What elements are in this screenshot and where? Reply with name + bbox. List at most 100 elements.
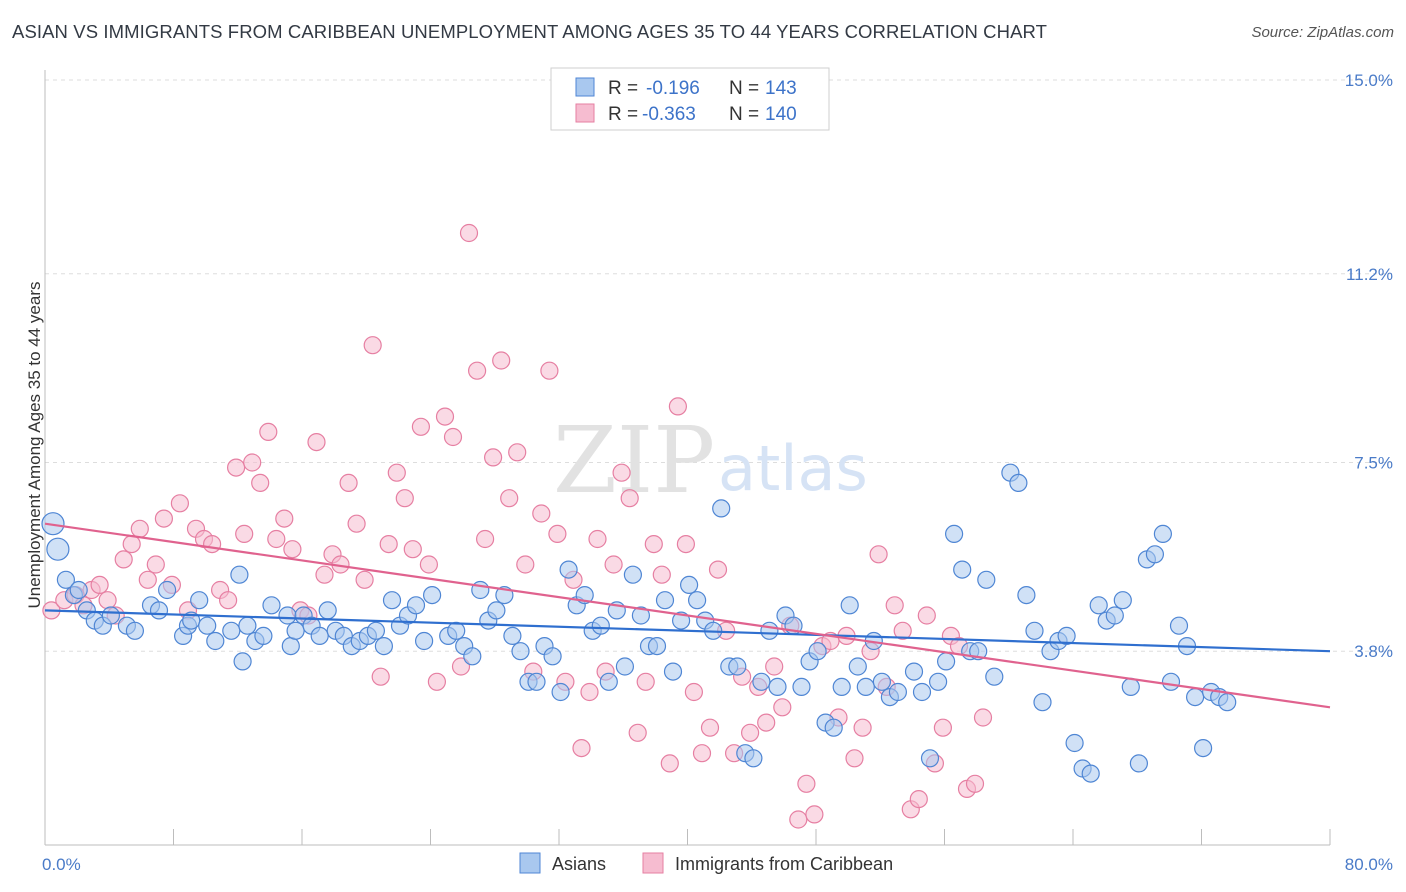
asians-point-138 (1185, 687, 1205, 707)
caribbean-point-58 (516, 555, 535, 574)
chart-title: ASIAN VS IMMIGRANTS FROM CARIBBEAN UNEMP… (12, 21, 1048, 42)
axes (44, 70, 1331, 846)
asians-point-62 (559, 560, 578, 579)
asians-point-25 (254, 626, 273, 646)
caribbean-point-38 (355, 570, 374, 589)
asians-point-81 (712, 499, 731, 518)
asians-point-17 (190, 591, 209, 610)
asians-point-26 (262, 596, 281, 615)
caribbean-point-6 (98, 591, 117, 610)
asians-point-103 (888, 682, 908, 702)
caribbean-point-41 (379, 534, 398, 554)
asians-point-125 (1081, 764, 1100, 783)
caribbean-point-77 (668, 397, 688, 416)
caribbean-point-72 (628, 723, 647, 742)
asians-point-126 (1089, 596, 1108, 615)
legend-n-value-caribbean: 140 (765, 104, 797, 125)
caribbean-point-67 (588, 529, 607, 549)
asians-point-131 (1129, 754, 1149, 773)
caribbean-point-107 (909, 789, 928, 809)
asians-point-93 (808, 642, 827, 661)
caribbean-point-37 (347, 514, 366, 533)
caribbean-point-69 (604, 555, 623, 574)
asians-point-133 (1145, 545, 1165, 564)
caribbean-point-28 (275, 509, 294, 528)
y-tick-label-3: 15.0% (1345, 71, 1393, 90)
caribbean-point-53 (476, 529, 495, 549)
caribbean-point-56 (500, 489, 519, 508)
caribbean-point-82 (708, 560, 728, 579)
asians-point-99 (856, 677, 875, 697)
asians-point-110 (953, 560, 972, 579)
caribbean-point-23 (235, 524, 254, 544)
bottom-legend-swatch-caribbean (642, 852, 664, 874)
y-axis-label: Unemployment Among Ages 35 to 44 years (25, 282, 44, 609)
asians-point-73 (647, 636, 667, 656)
caribbean-point-115 (973, 708, 993, 727)
asians-point-12 (149, 601, 169, 620)
caribbean-point-5 (90, 575, 109, 595)
asians-point-75 (663, 662, 683, 681)
asians-point-0 (41, 512, 65, 536)
asians-point-86 (752, 672, 771, 691)
caribbean-point-110 (933, 718, 953, 737)
caribbean-point-21 (219, 591, 238, 610)
asians-point-87 (760, 621, 779, 640)
series-asians-points (41, 463, 1237, 783)
legend-r-label-caribbean: R = (608, 104, 638, 125)
caribbean-point-80 (692, 744, 712, 763)
x-tick-labels: 0.0% 80.0% (42, 855, 1393, 874)
caribbean-point-102 (869, 545, 888, 564)
asians-point-61 (551, 682, 570, 702)
asians-point-13 (158, 580, 177, 600)
asians-point-27 (278, 606, 297, 625)
y-tick-label-1: 7.5% (1354, 454, 1393, 473)
bottom-legend: Asians Immigrants from Caribbean (519, 852, 893, 874)
caribbean-point-46 (419, 555, 438, 574)
asians-point-74 (655, 591, 675, 610)
caribbean-point-47 (427, 672, 446, 691)
asians-point-123 (1065, 733, 1084, 753)
caribbean-point-86 (740, 723, 760, 742)
asians-point-22 (233, 652, 252, 671)
asians-point-97 (840, 596, 859, 615)
watermark: ZIP atlas (553, 407, 868, 514)
legend-swatch-asians (575, 77, 595, 97)
asians-point-50 (463, 647, 482, 666)
asians-point-19 (206, 631, 225, 651)
legend-r-value-caribbean: -0.363 (642, 104, 696, 125)
caribbean-point-93 (797, 774, 816, 793)
asians-point-58 (527, 672, 546, 691)
caribbean-point-60 (532, 504, 551, 523)
caribbean-point-51 (459, 223, 479, 243)
watermark-atlas: atlas (718, 432, 868, 505)
caribbean-point-15 (170, 494, 189, 513)
y-tick-labels: 3.8% 7.5% 11.2% 15.0% (1345, 71, 1393, 661)
asians-point-85 (744, 749, 763, 768)
trend-line-caribbean (44, 522, 1331, 709)
bottom-legend-label-asians: Asians (552, 854, 606, 874)
asians-point-69 (615, 657, 635, 676)
caribbean-point-39 (363, 336, 382, 355)
legend-box: R = -0.196 N = 143 R = -0.363 N = 140 (550, 67, 830, 131)
asians-point-23 (238, 616, 257, 635)
asians-point-20 (222, 621, 241, 640)
caribbean-point-44 (403, 540, 422, 559)
asians-point-33 (318, 601, 337, 620)
caribbean-point-79 (684, 682, 704, 702)
asians-point-91 (792, 677, 811, 697)
asians-point-118 (1025, 621, 1044, 640)
asians-point-122 (1057, 626, 1076, 646)
bottom-legend-swatch-asians (519, 852, 541, 874)
caribbean-point-10 (130, 519, 149, 538)
asians-point-66 (591, 616, 610, 635)
asians-point-96 (832, 677, 851, 697)
asians-point-8 (101, 606, 121, 625)
asians-point-98 (848, 657, 867, 676)
x-tick-label-1: 80.0% (1345, 855, 1393, 874)
asians-point-21 (230, 565, 249, 584)
asians-point-76 (671, 611, 691, 630)
caribbean-point-90 (773, 698, 792, 717)
legend-frame (550, 67, 830, 131)
